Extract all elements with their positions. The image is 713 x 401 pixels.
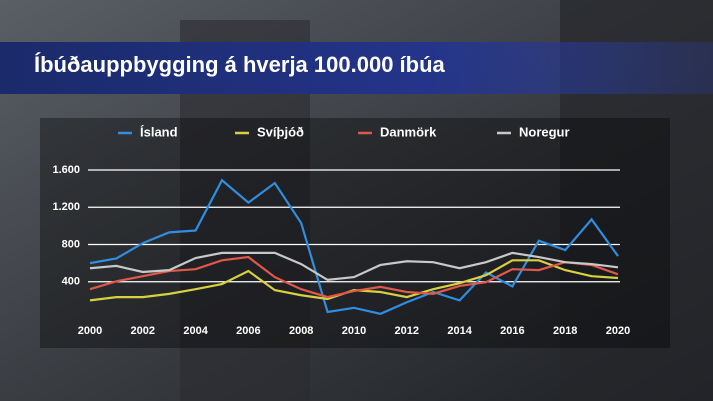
legend-label: Noregur (519, 124, 570, 139)
legend-label: Ísland (140, 124, 178, 139)
x-tick-label: 2018 (553, 325, 577, 337)
x-tick-label: 2008 (289, 325, 313, 337)
title-banner (0, 42, 713, 94)
series-line (89, 251, 619, 282)
legend-label: Danmörk (380, 124, 437, 139)
x-tick-label: 2004 (183, 325, 208, 337)
x-tick-label: 2016 (500, 325, 524, 337)
x-tick-label: 2012 (395, 325, 419, 337)
y-tick-label: 400 (62, 276, 80, 288)
x-tick-label: 2006 (236, 325, 260, 337)
y-tick-label: 1.200 (52, 201, 80, 213)
legend-label: Svíþjóð (257, 124, 304, 139)
series-line (89, 255, 619, 299)
chart-title: Íbúðauppbygging á hverja 100.000 íbúa (34, 52, 446, 77)
x-tick-label: 2014 (447, 325, 472, 337)
x-tick-label: 2010 (342, 325, 366, 337)
y-tick-label: 800 (62, 238, 80, 250)
x-tick-label: 2000 (78, 325, 102, 337)
x-tick-label: 2020 (606, 325, 630, 337)
plot-backdrop (40, 118, 670, 348)
x-tick-label: 2002 (131, 325, 155, 337)
y-tick-label: 1.600 (52, 164, 80, 176)
